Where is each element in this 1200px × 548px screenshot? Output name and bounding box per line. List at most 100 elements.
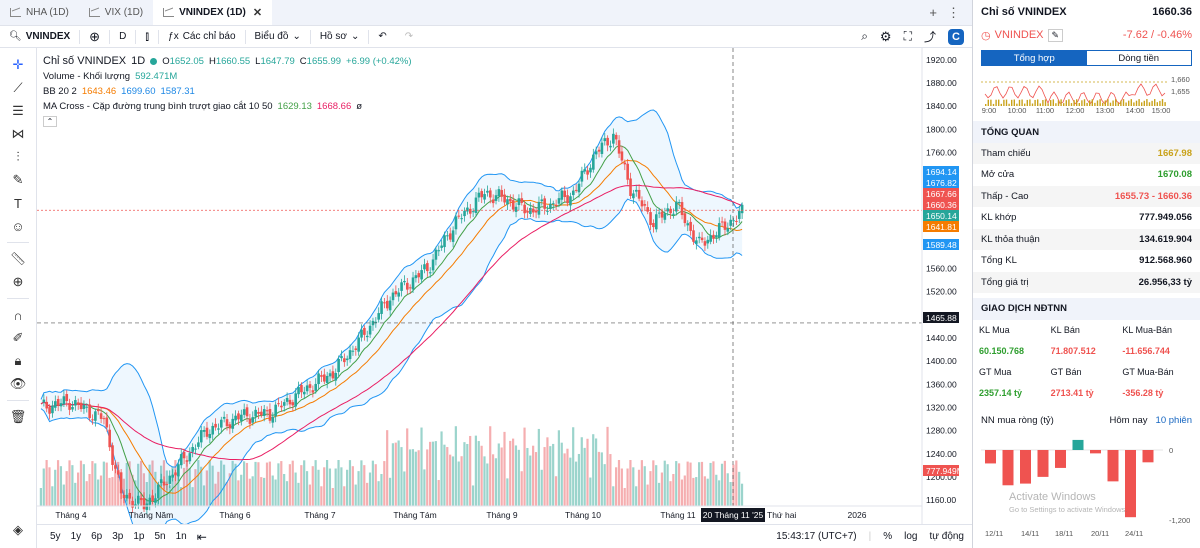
zoom-search-icon[interactable]: ⌕ <box>861 29 868 43</box>
indicators-button[interactable]: ƒx Các chỉ báo <box>159 26 244 47</box>
intraday-volume-bar <box>1068 99 1070 106</box>
ohlc-change: +6.99 (+0.42%) <box>346 56 412 67</box>
tab-label: NHA (1D) <box>26 7 69 18</box>
legend-ma-row[interactable]: MA Cross - Cặp đường trung bình trượt gi… <box>43 99 412 114</box>
legend-volume-row[interactable]: Volume - Khối lượng 592.471M <box>43 69 412 84</box>
intraday-line <box>984 83 1166 105</box>
emoji-icon[interactable]: ☺ <box>11 218 25 234</box>
date-range-icon[interactable]: ⇤ <box>196 529 207 544</box>
net-y-label: -1,200 <box>1169 516 1190 525</box>
ruler-icon[interactable]: 📏︎ <box>9 251 27 266</box>
legend-status-dot <box>150 58 158 65</box>
candle-type-button[interactable]: ⫾ <box>136 26 158 47</box>
text-icon[interactable]: T <box>14 195 22 211</box>
tab-vnindex[interactable]: VNINDEX (1D) ✕ <box>153 0 273 25</box>
range-5n[interactable]: 5n <box>154 531 166 542</box>
intraday-volume-bar <box>1063 103 1065 106</box>
volume-bar <box>509 440 512 506</box>
percent-toggle[interactable]: % <box>883 531 893 542</box>
lock-drawing-icon[interactable]: ✐ <box>12 330 24 345</box>
candle-body <box>652 222 655 228</box>
option-10-sessions[interactable]: 10 phiên <box>1155 415 1192 426</box>
volume-bar <box>334 468 337 506</box>
option-today[interactable]: Hôm nay <box>1109 415 1148 426</box>
candle-body <box>474 197 478 213</box>
profile-button[interactable]: Hồ sơ ⌄ <box>311 26 369 47</box>
fullscreen-icon[interactable]: ⛶ <box>903 29 912 43</box>
price-tick: 1840.00 <box>926 101 957 111</box>
tab-vix[interactable]: VIX (1D) <box>79 0 153 25</box>
range-6p[interactable]: 6p <box>91 531 103 542</box>
ohlc-o-label: O <box>162 56 170 67</box>
range-1n[interactable]: 1n <box>175 531 187 542</box>
price-chart[interactable]: 1920.001880.001840.001800.001760.001720.… <box>37 48 972 548</box>
trash-icon[interactable]: 🗑︎ <box>9 409 27 424</box>
candle-body <box>706 239 710 244</box>
volume-bar <box>740 483 744 506</box>
brand-logo-icon[interactable]: C <box>948 28 964 45</box>
volume-bar <box>491 454 495 506</box>
net-buy-bar <box>1020 449 1031 484</box>
range-3p[interactable]: 3p <box>112 531 124 542</box>
auto-toggle[interactable]: tự động <box>929 531 965 542</box>
chart-canvas[interactable]: 1920.001880.001840.001800.001760.001720.… <box>37 48 972 524</box>
candle-body <box>337 359 340 373</box>
range-1p[interactable]: 1p <box>133 531 145 542</box>
layout-button[interactable]: Biểu đồ ⌄ <box>246 26 310 47</box>
compare-button[interactable]: ⊕ <box>80 26 109 47</box>
share-icon[interactable]: ⤴ <box>923 30 936 44</box>
tab-nha[interactable]: NHA (1D) <box>0 0 79 25</box>
volume-bar <box>383 461 386 506</box>
candle-body <box>388 300 392 311</box>
candle-body <box>85 406 89 408</box>
toolbar-right: ⌕ ⚙ ⛶ ⤴ C <box>861 28 972 45</box>
channel-icon[interactable]: ⋈ <box>11 126 25 141</box>
undo-button[interactable]: ↶ <box>369 26 395 47</box>
interval-button[interactable]: D <box>110 26 135 47</box>
volume-bar <box>82 464 85 506</box>
tab-money-flow[interactable]: Dòng tiền <box>1118 52 1160 64</box>
range-5y[interactable]: 5y <box>50 531 61 542</box>
intraday-volume-bar <box>1031 103 1034 106</box>
volume-bar <box>649 471 652 506</box>
tab-summary[interactable]: Tổng hợp <box>982 51 1087 65</box>
intraday-volume-bar <box>1044 99 1047 106</box>
price-tick: 1280.00 <box>926 426 957 436</box>
zoom-in-icon[interactable]: ⊕ <box>12 274 24 289</box>
trend-line-icon[interactable]: ⟋ <box>13 80 23 95</box>
clock-time[interactable]: 15:43:17 (UTC+7) <box>776 531 857 542</box>
magnet-icon[interactable]: ∩ <box>13 307 23 323</box>
price-label-bg <box>923 210 959 221</box>
fib-icon[interactable]: ⫶ <box>16 149 20 164</box>
gear-icon[interactable]: ⚙ <box>879 28 892 44</box>
candle-body <box>59 403 63 407</box>
eye-icon[interactable]: 👁︎ <box>9 376 27 391</box>
legend-collapse-button[interactable]: ⌃ <box>43 116 57 127</box>
more-icon[interactable]: ⋮ <box>947 4 960 20</box>
horizontal-lines-icon[interactable]: ☰ <box>12 103 24 118</box>
layers-icon[interactable]: ◈ <box>13 522 23 537</box>
volume-bar <box>351 466 354 506</box>
volume-bar <box>620 468 623 506</box>
legend-bb-row[interactable]: BB 20 2 1643.46 1699.60 1587.31 <box>43 84 412 99</box>
volume-bar <box>168 485 171 506</box>
close-icon[interactable]: ✕ <box>252 7 263 19</box>
lock-icon[interactable]: 🔒︎ <box>14 353 22 368</box>
log-toggle[interactable]: log <box>904 531 918 542</box>
volume-bar <box>134 480 137 506</box>
redo-button[interactable]: ↷ <box>396 26 422 47</box>
brush-icon[interactable]: ✎ <box>12 172 24 187</box>
volume-bar <box>592 434 595 506</box>
intraday-volume-bar <box>1047 103 1049 106</box>
legend-interval: 1D <box>131 55 146 67</box>
crosshair-icon[interactable]: ✛ <box>12 57 24 72</box>
symbol-search[interactable]: 🔍︎ VNINDEX <box>0 26 79 47</box>
quote-title: Chỉ số VNINDEX <box>981 6 1067 18</box>
add-tab-icon[interactable]: + <box>929 5 937 20</box>
intraday-volume-bar <box>1154 99 1156 106</box>
volume-bar <box>139 460 143 506</box>
divider <box>244 29 246 44</box>
range-1y[interactable]: 1y <box>70 531 82 542</box>
edit-icon[interactable]: ✎ <box>1047 28 1064 42</box>
price-tick: 1800.00 <box>926 124 957 134</box>
